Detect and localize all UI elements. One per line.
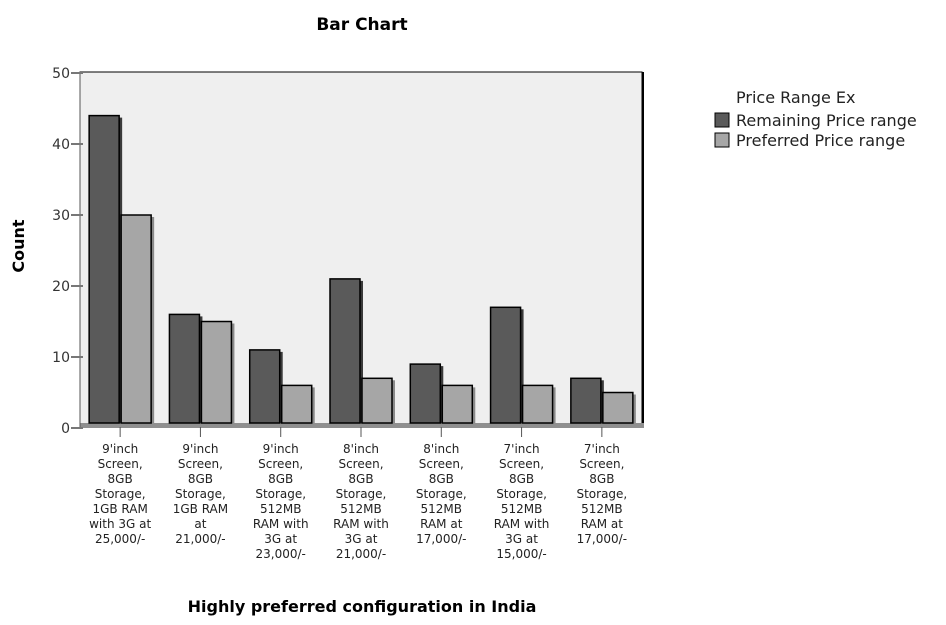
x-tick-label: 8GB bbox=[589, 472, 614, 486]
x-tick-label: 9'inch bbox=[102, 442, 138, 456]
x-tick-label: 8GB bbox=[108, 472, 133, 486]
x-tick-label: Screen, bbox=[499, 457, 544, 471]
x-tick-label: 15,000/- bbox=[496, 547, 546, 561]
x-tick-label: 512MB bbox=[421, 502, 463, 516]
plot-floor bbox=[80, 423, 644, 428]
x-tick-label: 3G at bbox=[264, 532, 297, 546]
x-tick-label: 21,000/- bbox=[336, 547, 386, 561]
x-tick-label: Screen, bbox=[579, 457, 624, 471]
x-tick-label: 8'inch bbox=[343, 442, 379, 456]
legend-swatch bbox=[714, 132, 730, 148]
x-tick-label: 17,000/- bbox=[577, 532, 627, 546]
x-tick-label: 1GB RAM bbox=[92, 502, 147, 516]
bar-remaining-6 bbox=[489, 306, 522, 424]
x-tick-label: 23,000/- bbox=[256, 547, 306, 561]
bar-preferred-5 bbox=[441, 384, 474, 424]
x-tick-label: 17,000/- bbox=[416, 532, 466, 546]
x-tick-label: 3G at bbox=[505, 532, 538, 546]
bar-depth bbox=[552, 387, 556, 423]
legend-title: Price Range Ex bbox=[736, 88, 856, 107]
x-tick-label: 512MB bbox=[260, 502, 302, 516]
x-tick-label: Screen, bbox=[419, 457, 464, 471]
x-tick-label: Screen, bbox=[98, 457, 143, 471]
bar-preferred-2 bbox=[200, 320, 233, 424]
x-tick-label: 1GB RAM bbox=[173, 502, 228, 516]
y-tick-label: 50 bbox=[52, 66, 70, 82]
x-tick-label: 8GB bbox=[429, 472, 454, 486]
bar-remaining-5 bbox=[409, 363, 442, 424]
x-tick-label: 512MB bbox=[340, 502, 382, 516]
bar-depth bbox=[360, 280, 363, 423]
x-tick-label: Storage, bbox=[416, 487, 467, 501]
x-tick-label: RAM with bbox=[253, 517, 309, 531]
bar-depth bbox=[231, 323, 235, 423]
x-tick-label: with 3G at bbox=[89, 517, 151, 531]
y-tick-label: 40 bbox=[52, 137, 70, 153]
bar-depth bbox=[520, 309, 524, 423]
x-tick-label: 25,000/- bbox=[95, 532, 145, 546]
bar-remaining-3 bbox=[248, 349, 281, 424]
bar-depth bbox=[472, 387, 476, 423]
x-tick-label: RAM at bbox=[420, 517, 463, 531]
legend-label: Remaining Price range bbox=[736, 111, 917, 130]
bar-remaining-7 bbox=[570, 377, 602, 424]
bar-depth bbox=[632, 394, 636, 423]
x-tick-label: Storage, bbox=[576, 487, 627, 501]
x-tick-label: at bbox=[194, 517, 206, 531]
y-tick-label: 30 bbox=[52, 208, 70, 224]
bars bbox=[88, 114, 636, 424]
x-tick-label: Screen, bbox=[178, 457, 223, 471]
x-tick-label: Storage, bbox=[175, 487, 226, 501]
y-axis-title: Count bbox=[9, 219, 28, 273]
legend-label: Preferred Price range bbox=[736, 131, 905, 150]
y-tick-label: 10 bbox=[52, 350, 70, 366]
bar-remaining-1 bbox=[88, 114, 120, 424]
legend: Price Range Ex Remaining Price rangePref… bbox=[714, 88, 917, 150]
bar-remaining-4 bbox=[329, 278, 361, 424]
y-tick-label: 0 bbox=[61, 421, 70, 437]
x-tick-label: RAM with bbox=[333, 517, 389, 531]
x-tick-label: Storage, bbox=[496, 487, 547, 501]
y-tick-label: 20 bbox=[52, 279, 70, 295]
x-tick-label: 8'inch bbox=[423, 442, 459, 456]
x-tick-label: 21,000/- bbox=[175, 532, 225, 546]
x-tick-label: 8GB bbox=[188, 472, 213, 486]
x-tick-label: 9'inch bbox=[263, 442, 299, 456]
x-tick-label: RAM with bbox=[494, 517, 550, 531]
bar-depth bbox=[151, 217, 155, 423]
y-axis: 0 10 20 30 40 50 bbox=[52, 66, 83, 437]
legend-swatch bbox=[714, 112, 730, 128]
chart-title: Bar Chart bbox=[316, 15, 407, 35]
x-axis-title: Highly preferred configuration in India bbox=[188, 597, 537, 616]
x-tick-label: 512MB bbox=[581, 502, 623, 516]
x-tick-label: 8GB bbox=[348, 472, 373, 486]
bar-depth bbox=[392, 380, 395, 423]
x-tick-label: Storage, bbox=[336, 487, 387, 501]
x-tick-label: 8GB bbox=[268, 472, 293, 486]
bar-preferred-3 bbox=[280, 384, 313, 424]
x-tick-label: 9'inch bbox=[182, 442, 218, 456]
x-tick-label: 7'inch bbox=[504, 442, 540, 456]
x-tick-label: Storage, bbox=[95, 487, 146, 501]
x-tick-label: 3G at bbox=[345, 532, 378, 546]
x-tick-label: 512MB bbox=[501, 502, 543, 516]
x-tick-label: 8GB bbox=[509, 472, 534, 486]
x-tick-label: 7'inch bbox=[584, 442, 620, 456]
bar-preferred-4 bbox=[361, 377, 393, 424]
x-tick-label: Screen, bbox=[258, 457, 303, 471]
bar-depth bbox=[311, 387, 315, 423]
bar-preferred-7 bbox=[602, 391, 634, 424]
bar-remaining-2 bbox=[168, 313, 201, 424]
bar-preferred-1 bbox=[120, 214, 152, 424]
x-tick-label: Storage, bbox=[255, 487, 306, 501]
x-tick-label: Screen, bbox=[338, 457, 383, 471]
x-tick-label: RAM at bbox=[581, 517, 624, 531]
bar-preferred-6 bbox=[521, 384, 554, 424]
